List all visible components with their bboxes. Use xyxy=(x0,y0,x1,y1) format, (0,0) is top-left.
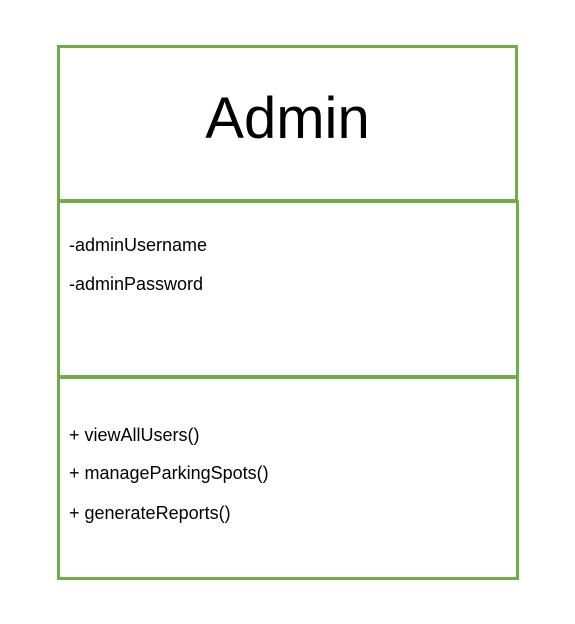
operation-generate-reports: + generateReports() xyxy=(69,503,231,523)
attribute-admin-username: -adminUsername xyxy=(69,235,208,255)
operation-manage-parking-spots: + manageParkingSpots() xyxy=(69,463,269,483)
class-name: Admin xyxy=(205,86,370,151)
operations-compartment: + viewAllUsers() + manageParkingSpots() … xyxy=(57,376,519,580)
class-name-compartment: Admin xyxy=(57,45,518,202)
uml-class-admin: Admin -adminUsername -adminPassword + vi… xyxy=(57,45,519,580)
attribute-admin-password: -adminPassword xyxy=(69,274,204,294)
operation-view-all-users: + viewAllUsers() xyxy=(69,425,200,445)
attributes-compartment: -adminUsername -adminPassword xyxy=(57,200,519,378)
